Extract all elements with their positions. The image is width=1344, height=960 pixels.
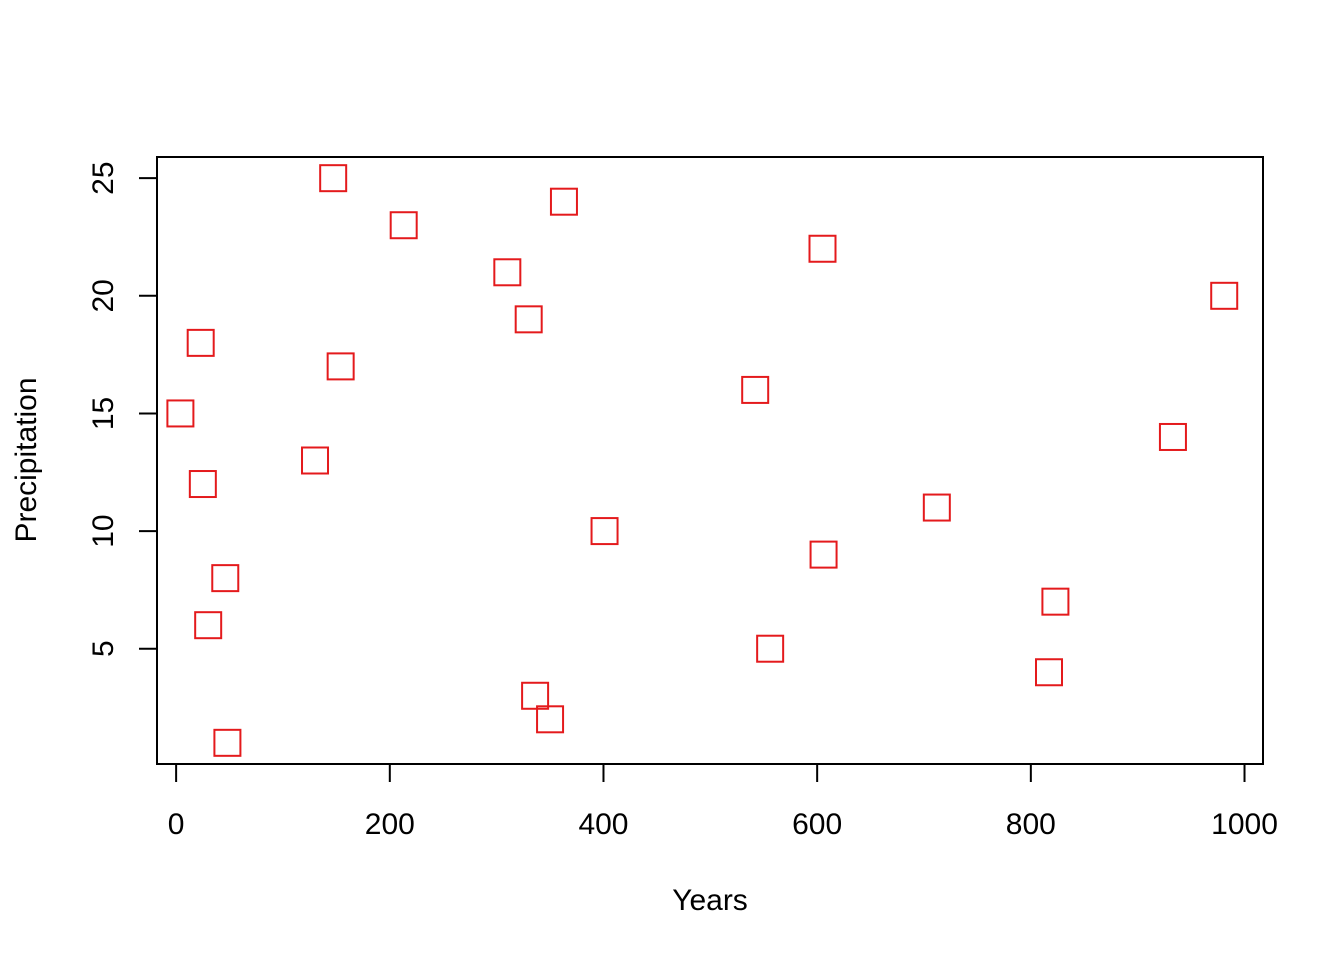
x-tick-label: 0	[168, 808, 185, 841]
data-point	[590, 517, 619, 546]
data-point	[809, 540, 838, 569]
x-tick-label: 600	[792, 808, 842, 841]
x-tick-label: 200	[365, 808, 415, 841]
data-point	[549, 187, 578, 216]
data-point	[213, 728, 242, 757]
y-tick-label: 10	[87, 514, 120, 547]
data-points	[166, 164, 1239, 757]
x-tick-label: 1000	[1211, 808, 1278, 841]
data-point	[536, 705, 565, 734]
y-axis: 5 10 15 20 25	[87, 161, 158, 657]
y-tick-label: 20	[87, 279, 120, 312]
data-point	[493, 258, 522, 287]
data-point	[756, 634, 785, 663]
data-point	[389, 211, 418, 240]
data-point	[1210, 281, 1239, 310]
data-point	[741, 375, 770, 404]
data-point	[301, 446, 330, 475]
x-tick-label: 400	[578, 808, 628, 841]
plot-frame	[156, 156, 1264, 765]
data-point	[186, 328, 215, 357]
x-axis-title: Years	[672, 884, 748, 917]
data-point	[194, 611, 223, 640]
data-point	[1035, 658, 1064, 687]
data-point	[521, 681, 550, 710]
data-point	[514, 305, 543, 334]
data-point	[319, 164, 348, 193]
y-axis-title: Precipitation	[10, 377, 43, 542]
data-point	[211, 564, 240, 593]
y-tick-label: 5	[87, 640, 120, 657]
data-point	[326, 352, 355, 381]
x-axis: 0 200 400 600 800 1000	[168, 763, 1278, 841]
data-point	[808, 234, 837, 263]
data-point	[922, 493, 951, 522]
y-tick-label: 15	[87, 397, 120, 430]
data-point	[1041, 587, 1070, 616]
x-tick-label: 800	[1006, 808, 1056, 841]
data-point	[166, 399, 195, 428]
data-point	[1158, 422, 1187, 451]
y-tick-label: 25	[87, 161, 120, 194]
data-point	[188, 470, 217, 499]
